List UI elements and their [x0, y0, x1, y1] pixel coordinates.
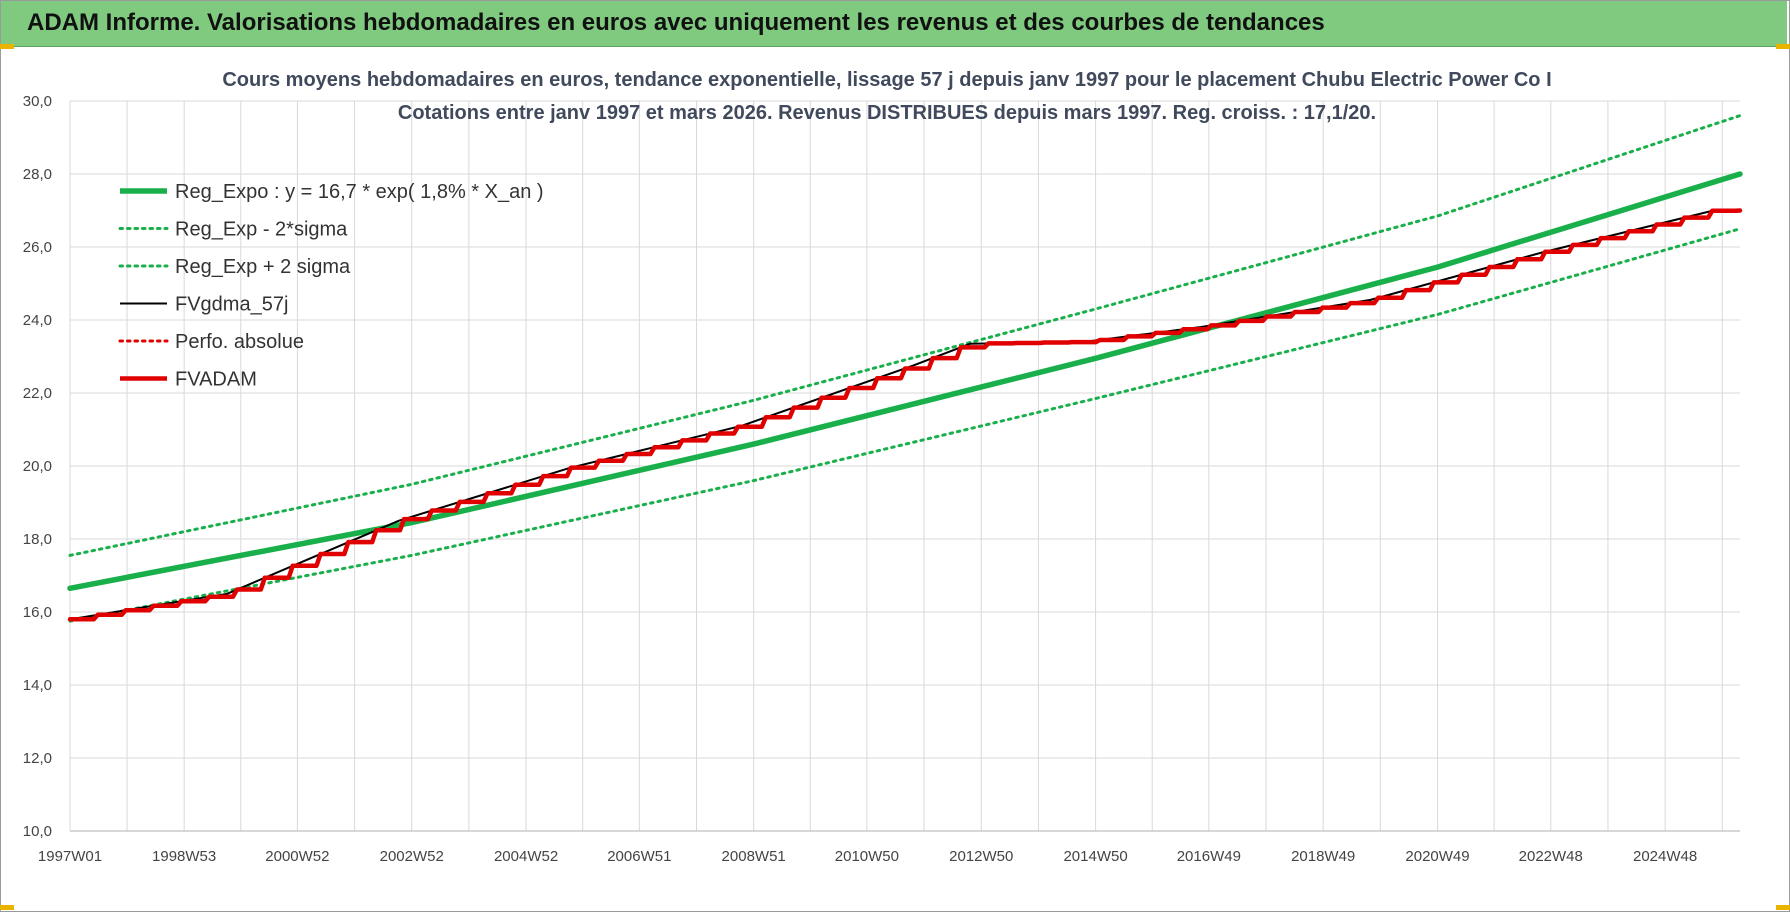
- y-axis-ticks: 10,0 12,0 14,0 16,0 18,0 20,0 22,0 24,0 26,0 28,0…: [23, 93, 52, 840]
- valuation-chart: 10,0 12,0 14,0 16,0 18,0 20,0 22,0 24,0 26,0 28,0…: [23, 69, 1743, 865]
- series-line-2: [68, 114, 1742, 557]
- grid-layer: [69, 100, 1740, 832]
- chart-title: Cours moyens hebdomadaires en euros, ten…: [222, 69, 1551, 91]
- y-tick-label: 10,0: [23, 823, 52, 840]
- x-tick-label: 2020W49: [1405, 848, 1469, 865]
- x-tick-label: 2008W51: [722, 848, 786, 865]
- x-axis-ticks: 1997W01 1998W53 2000W52 2002W52 2004W52 2006W…: [38, 848, 1697, 865]
- legend-label: Reg_Exp + 2 sigma: [175, 256, 351, 278]
- legend-label: FVADAM: [175, 369, 257, 391]
- series-line-0: [67, 171, 1743, 592]
- legend-label: Perfo. absolue: [175, 331, 304, 353]
- series-line-1: [68, 227, 1742, 623]
- y-tick-label: 30,0: [23, 93, 52, 110]
- x-tick-label: 2018W49: [1291, 848, 1355, 865]
- legend: Reg_Expo : y = 16,7 * exp( 1,8% * X_an )…: [118, 181, 544, 391]
- x-tick-label: 1998W53: [152, 848, 216, 865]
- x-tick-label: 2006W51: [607, 848, 671, 865]
- x-tick-label: 2000W52: [265, 848, 329, 865]
- corner-marker-bottom-right: [1776, 905, 1790, 910]
- legend-label: Reg_Expo : y = 16,7 * exp( 1,8% * X_an ): [175, 181, 544, 203]
- legend-label: FVgdma_57j: [175, 294, 288, 316]
- y-tick-label: 18,0: [23, 531, 52, 548]
- y-tick-label: 16,0: [23, 604, 52, 621]
- x-tick-label: 2012W50: [949, 848, 1013, 865]
- y-tick-label: 28,0: [23, 166, 52, 183]
- corner-marker-top-left: [0, 44, 14, 49]
- y-tick-label: 22,0: [23, 385, 52, 402]
- x-tick-label: 1997W01: [38, 848, 102, 865]
- corner-marker-top-right: [1776, 44, 1790, 49]
- y-tick-label: 26,0: [23, 239, 52, 256]
- series-line-3: [69, 209, 1741, 621]
- title-banner: ADAM Informe. Valorisations hebdomadaire…: [1, 1, 1787, 47]
- y-tick-label: 20,0: [23, 458, 52, 475]
- series-layer: [67, 114, 1743, 623]
- x-tick-label: 2022W48: [1519, 848, 1583, 865]
- x-tick-label: 2004W52: [494, 848, 558, 865]
- y-tick-label: 14,0: [23, 677, 52, 694]
- series-line-5: [67, 208, 1743, 622]
- x-tick-label: 2024W48: [1633, 848, 1697, 865]
- chart-subtitle: Cotations entre janv 1997 et mars 2026. …: [398, 102, 1376, 124]
- y-tick-label: 24,0: [23, 312, 52, 329]
- y-tick-label: 12,0: [23, 750, 52, 767]
- x-tick-label: 2014W50: [1063, 848, 1127, 865]
- x-tick-label: 2016W49: [1177, 848, 1241, 865]
- x-tick-label: 2010W50: [835, 848, 899, 865]
- corner-marker-bottom-left: [0, 905, 14, 910]
- x-tick-label: 2002W52: [380, 848, 444, 865]
- legend-label: Reg_Exp - 2*sigma: [175, 219, 348, 241]
- banner-title: ADAM Informe. Valorisations hebdomadaire…: [27, 9, 1325, 36]
